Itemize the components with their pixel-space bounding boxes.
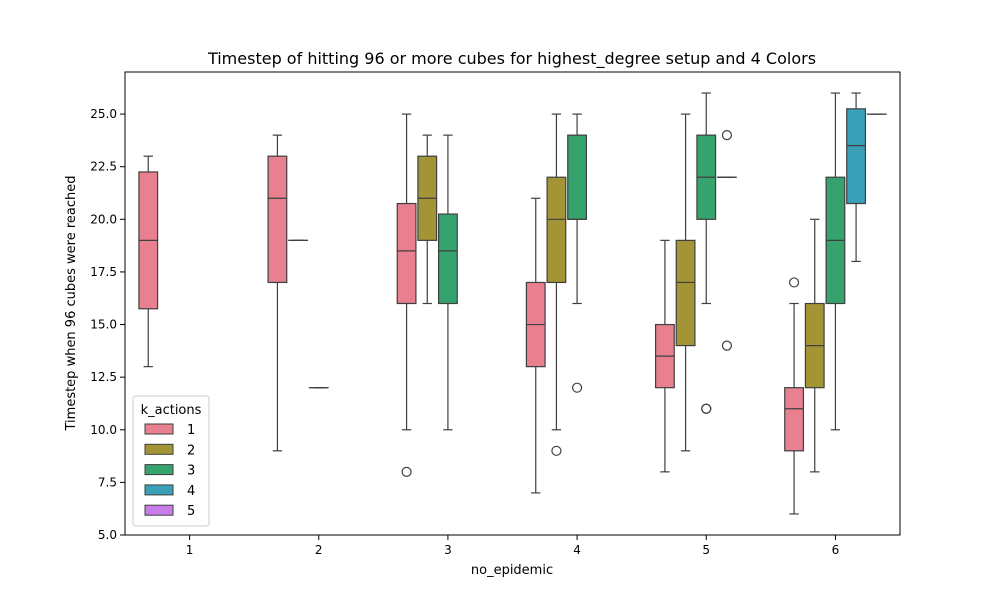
legend-label-2: 2 — [187, 443, 195, 458]
box-iqr — [784, 387, 805, 452]
y-tick-label: 20.0 — [90, 212, 117, 226]
box-k2-cat5 — [675, 113, 696, 452]
box-iqr — [567, 134, 588, 220]
box-k1-cat3 — [396, 113, 417, 477]
y-tick-label: 22.5 — [90, 160, 117, 174]
legend-label-4: 4 — [187, 484, 195, 499]
box-k1-cat6 — [784, 277, 805, 515]
legend-swatch-1 — [144, 423, 174, 435]
box-iqr — [396, 202, 417, 305]
box-k2-cat4 — [546, 113, 567, 456]
plot-frame — [124, 71, 901, 536]
box-k2-cat6 — [804, 218, 825, 473]
box-k1-cat2 — [267, 134, 288, 452]
box-iqr — [267, 155, 288, 284]
legend: k_actions 1 2 3 4 5 — [132, 395, 210, 527]
y-tick-label: 12.5 — [90, 370, 117, 384]
outlier-point — [551, 445, 562, 456]
y-tick-label: 17.5 — [90, 265, 117, 279]
box-k3-cat5 — [696, 92, 717, 414]
y-tick-label: 10.0 — [90, 423, 117, 437]
outlier-point — [721, 340, 733, 351]
x-tick-label: 6 — [832, 543, 840, 557]
box-k4-cat6 — [846, 92, 867, 263]
box-k3-cat4 — [567, 113, 588, 393]
legend-swatch-4 — [144, 484, 174, 496]
plot-marks — [138, 92, 887, 515]
chart-title: Timestep of hitting 96 or more cubes for… — [207, 49, 816, 69]
box-k1-cat4 — [525, 197, 546, 494]
box-iqr — [546, 176, 567, 284]
box-k1-cat5 — [654, 239, 675, 473]
legend-label-1: 1 — [187, 423, 195, 438]
box-k1-cat1 — [138, 155, 159, 368]
outlier-point — [571, 382, 583, 393]
x-tick-label: 5 — [702, 543, 710, 557]
x-tick-label: 2 — [315, 543, 323, 557]
box-k2-cat3 — [417, 134, 438, 305]
y-tick-label: 25.0 — [90, 107, 117, 121]
box-k3-cat3 — [437, 134, 458, 431]
y-tick-label: 15.0 — [90, 318, 117, 332]
outlier-point — [701, 403, 712, 414]
box-iqr — [437, 213, 458, 305]
x-tick-label: 1 — [186, 543, 194, 557]
outlier-point — [721, 130, 733, 141]
outlier-point — [788, 277, 800, 288]
legend-label-3: 3 — [187, 464, 195, 479]
box-k3-cat6 — [825, 92, 846, 431]
x-tick-label: 4 — [573, 543, 581, 557]
legend-title: k_actions — [141, 403, 202, 418]
y-axis-label: Timestep when 96 cubes were reached — [64, 175, 79, 431]
box-iqr — [675, 239, 696, 347]
y-tick-label: 5.0 — [98, 528, 117, 542]
x-axis-label: no_epidemic — [471, 563, 553, 578]
legend-label-5: 5 — [187, 504, 195, 519]
legend-swatch-3 — [144, 464, 174, 476]
y-tick-label: 7.5 — [98, 475, 117, 489]
y-axis: 5.0 7.5 10.0 12.5 15.0 17.5 20.0 22.5 25.0 — [90, 107, 125, 542]
box-iqr — [846, 108, 867, 205]
x-axis: 1 2 3 4 5 6 — [186, 535, 839, 557]
legend-swatch-5 — [144, 504, 174, 516]
x-tick-label: 3 — [444, 543, 452, 557]
box-k4-cat5 — [716, 130, 737, 351]
outlier-point — [401, 466, 412, 477]
legend-swatch-2 — [144, 443, 174, 455]
